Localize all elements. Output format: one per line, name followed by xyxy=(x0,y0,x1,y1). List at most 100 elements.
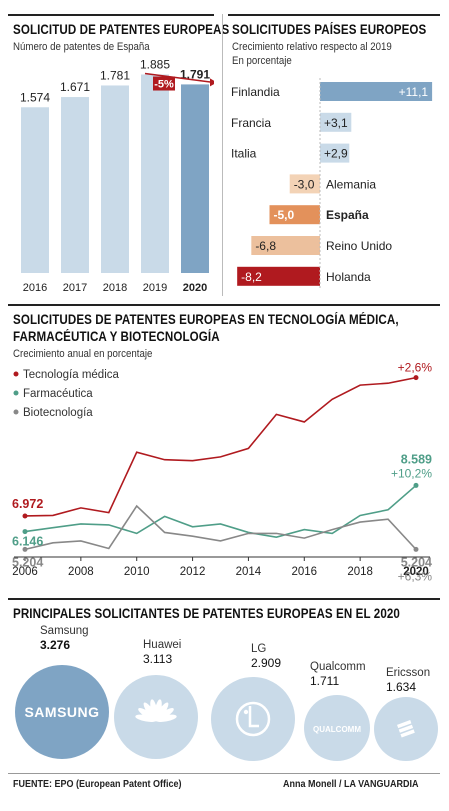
value-label-2018: 1.781 xyxy=(100,68,130,82)
x-tick-label-2020: 2020 xyxy=(403,566,429,578)
legend-label-1: Farmacéutica xyxy=(23,388,93,400)
section1-subtitle: Número de patentes de España xyxy=(13,41,150,53)
value-label-Francia: +3,1 xyxy=(324,116,348,130)
value-label-Reino Unido: -6,8 xyxy=(255,239,276,253)
bubble-name-samsung: Samsung xyxy=(40,625,89,637)
section2-subtitle-line2: En porcentaje xyxy=(232,55,292,67)
legend-dot-1 xyxy=(13,390,19,396)
bubble-value-samsung: 3.276 xyxy=(40,638,70,652)
ericsson-logo-bar xyxy=(397,720,412,729)
x-tick-label-2014: 2014 xyxy=(236,566,262,578)
x-tick-label-2016: 2016 xyxy=(291,566,317,578)
tech-lines-chart: 2006 2008 2010 2012 2014 2016 2018 2020 Tecnolog… xyxy=(12,362,432,583)
bar-españa xyxy=(269,205,320,225)
value-label-España: -5,0 xyxy=(274,208,295,222)
legend-label-0: Tecnología médica xyxy=(23,369,119,381)
start-label-0: 6.972 xyxy=(12,497,43,511)
value-label-2016: 1.574 xyxy=(20,90,50,104)
bar-2019 xyxy=(141,74,169,274)
huawei-petal xyxy=(155,714,177,722)
lg-logo-icon xyxy=(235,701,271,737)
start-point-2 xyxy=(22,546,28,552)
start-point-1 xyxy=(22,529,28,535)
trend-arrow-line xyxy=(144,72,214,84)
bar-alemania xyxy=(289,174,320,194)
tick-label-2017: 2017 xyxy=(63,282,87,294)
end-change-1: +10,2% xyxy=(391,466,432,480)
series-line-0 xyxy=(24,376,417,517)
section1-title: SOLICITUD DE PATENTES EUROPEAS xyxy=(13,22,230,37)
section3-title-line2: FARMACÉUTICA Y BIOTECNOLOGÍA xyxy=(13,329,220,344)
value-label-2017: 1.671 xyxy=(60,80,90,94)
end-point-0 xyxy=(413,375,419,381)
value-label-2019: 1.885 xyxy=(140,60,170,72)
series-line-1 xyxy=(24,484,417,538)
category-label-Reino Unido: Reino Unido xyxy=(326,239,392,253)
bubble-value-qualcomm: 1.711 xyxy=(310,674,339,688)
bubble-name-huawei: Huawei xyxy=(143,639,181,651)
start-label-2: 5.204 xyxy=(12,555,43,569)
annotation-label: -5% xyxy=(154,79,174,91)
section4-top-rule xyxy=(8,598,440,600)
footer-source-value: EPO (European Patent Office) xyxy=(54,779,182,790)
lg-logo-l xyxy=(248,706,259,728)
section3-top-rule xyxy=(8,304,440,306)
section-divider xyxy=(222,14,223,296)
bubble-name-lg: LG xyxy=(251,643,266,655)
bar-2020 xyxy=(181,84,209,273)
countries-growth-chart: +11,1 Finlandia +3,1 Francia +2,9 Italia -3,0 A… xyxy=(231,78,433,290)
bar-reino-unido xyxy=(251,236,320,255)
value-label-Finlandia: +11,1 xyxy=(399,85,429,99)
annotation-badge xyxy=(153,76,175,91)
end-label-2: 5.204 xyxy=(401,555,432,569)
bar-2017 xyxy=(61,97,89,273)
x-tick-label-2012: 2012 xyxy=(180,566,206,578)
huawei-logo-icon xyxy=(135,699,177,722)
x-tick-label-2018: 2018 xyxy=(347,566,373,578)
start-point-0 xyxy=(22,513,28,519)
value-label-2020: 1.791 xyxy=(180,67,210,81)
spain-patents-bar-chart: 1.574 2016 1.671 2017 1.781 2018 1.885 2019 1.79… xyxy=(20,60,214,294)
x-tick-label-2008: 2008 xyxy=(68,566,94,578)
x-tick-label-2010: 2010 xyxy=(124,566,150,578)
section3-subtitle: Crecimiento anual en porcentaje xyxy=(13,348,153,360)
bubble-value-ericsson: 1.634 xyxy=(386,680,416,694)
section4-title: PRINCIPALES SOLICITANTES DE PATENTES EUR… xyxy=(13,606,400,621)
qualcomm-logo: QUALCOMM xyxy=(313,725,361,734)
end-point-2 xyxy=(413,546,419,552)
category-label-Finlandia: Finlandia xyxy=(231,85,280,99)
bubble-qualcomm xyxy=(304,695,370,761)
bar-francia xyxy=(320,112,352,132)
lg-logo-dot xyxy=(243,709,249,715)
bubble-value-huawei: 3.113 xyxy=(143,652,172,666)
ericsson-logo-bar xyxy=(398,724,414,733)
bubble-value-lg: 2.909 xyxy=(251,656,281,670)
bubble-name-qualcomm: Qualcomm xyxy=(310,661,366,673)
category-label-Holanda: Holanda xyxy=(326,270,371,284)
trend-arrow-head xyxy=(210,78,214,87)
x-tick-label-2006: 2006 xyxy=(12,566,38,578)
end-label-1: 8.589 xyxy=(401,452,432,466)
footer-credit: Anna Monell / LA VANGUARDIA xyxy=(283,779,419,790)
series-line-2 xyxy=(24,504,417,551)
footer-rule xyxy=(8,773,440,774)
footer-source-label: FUENTE: xyxy=(13,779,53,790)
bar-2016 xyxy=(21,107,49,273)
value-label-Holanda: -8,2 xyxy=(241,270,262,284)
section2-title: SOLICITUDES PAÍSES EUROPEOS xyxy=(232,22,427,37)
section1-top-rule xyxy=(8,14,214,16)
end-point-1 xyxy=(413,482,419,488)
bubble-name-ericsson: Ericsson xyxy=(386,667,430,679)
tick-label-2020: 2020 xyxy=(183,282,207,294)
samsung-logo: SAMSUNG xyxy=(24,704,99,720)
bar-2018 xyxy=(101,85,129,274)
category-label-Italia: Italia xyxy=(231,147,257,161)
legend-label-2: Biotecnología xyxy=(23,407,93,419)
tick-label-2018: 2018 xyxy=(103,282,127,294)
tick-label-2019: 2019 xyxy=(143,282,167,294)
category-label-Alemania: Alemania xyxy=(326,177,376,191)
value-label-Alemania: -3,0 xyxy=(294,177,315,191)
ericsson-logo-bar xyxy=(400,729,415,738)
tick-label-2016: 2016 xyxy=(23,282,47,294)
